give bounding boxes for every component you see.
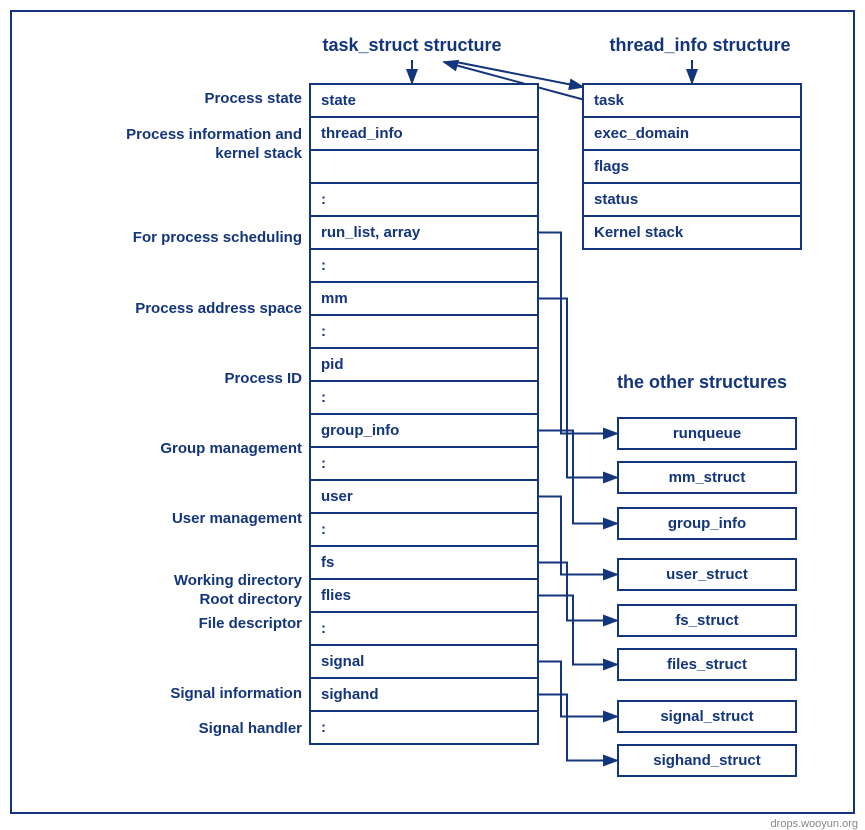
watermark-text: drops.wooyun.org xyxy=(771,818,858,830)
task-struct-field: : xyxy=(309,446,539,481)
other-structure-box: fs_struct xyxy=(617,604,797,637)
task-struct-field: user xyxy=(309,479,539,514)
task-struct-field: thread_info xyxy=(309,116,539,151)
field-label: User management xyxy=(12,510,302,527)
field-label: Root directory xyxy=(12,591,302,608)
thread-info-title: thread_info structure xyxy=(585,35,815,56)
diagram-frame: drops.wooyun.org task_struct structure t… xyxy=(10,10,855,814)
field-label: Group management xyxy=(12,440,302,457)
task-struct-field: mm xyxy=(309,281,539,316)
other-structure-box: mm_struct xyxy=(617,461,797,494)
other-structure-box: files_struct xyxy=(617,648,797,681)
other-structure-box: user_struct xyxy=(617,558,797,591)
task-struct-field: : xyxy=(309,512,539,547)
other-structure-box: sighand_struct xyxy=(617,744,797,777)
task-struct-field: pid xyxy=(309,347,539,382)
field-label: For process scheduling xyxy=(12,229,302,246)
field-label: Signal information xyxy=(12,685,302,702)
thread-info-field: Kernel stack xyxy=(582,215,802,250)
task-struct-field: sighand xyxy=(309,677,539,712)
thread-info-field: status xyxy=(582,182,802,217)
field-label: File descriptor xyxy=(12,615,302,632)
thread-info-field: task xyxy=(582,83,802,118)
task-struct-field: signal xyxy=(309,644,539,679)
field-label: Process information and xyxy=(12,126,302,143)
task-struct-field: : xyxy=(309,710,539,745)
task-struct-field: fs xyxy=(309,545,539,580)
other-structure-box: group_info xyxy=(617,507,797,540)
other-structures-title: the other structures xyxy=(582,372,822,393)
task-struct-field: : xyxy=(309,380,539,415)
field-label: Process state xyxy=(12,90,302,107)
task-struct-field: flies xyxy=(309,578,539,613)
field-label: kernel stack xyxy=(12,145,302,162)
task-struct-field: run_list, array xyxy=(309,215,539,250)
other-structure-box: signal_struct xyxy=(617,700,797,733)
field-label: Working directory xyxy=(12,572,302,589)
task-struct-field: : xyxy=(309,248,539,283)
task-struct-field xyxy=(309,149,539,184)
task-struct-field: state xyxy=(309,83,539,118)
task-struct-field: : xyxy=(309,182,539,217)
field-label: Process address space xyxy=(12,300,302,317)
task-struct-title: task_struct structure xyxy=(282,35,542,56)
field-label: Process ID xyxy=(12,370,302,387)
task-struct-field: group_info xyxy=(309,413,539,448)
other-structure-box: runqueue xyxy=(617,417,797,450)
thread-info-field: exec_domain xyxy=(582,116,802,151)
field-label: Signal handler xyxy=(12,720,302,737)
thread-info-field: flags xyxy=(582,149,802,184)
task-struct-field: : xyxy=(309,611,539,646)
task-struct-field: : xyxy=(309,314,539,349)
